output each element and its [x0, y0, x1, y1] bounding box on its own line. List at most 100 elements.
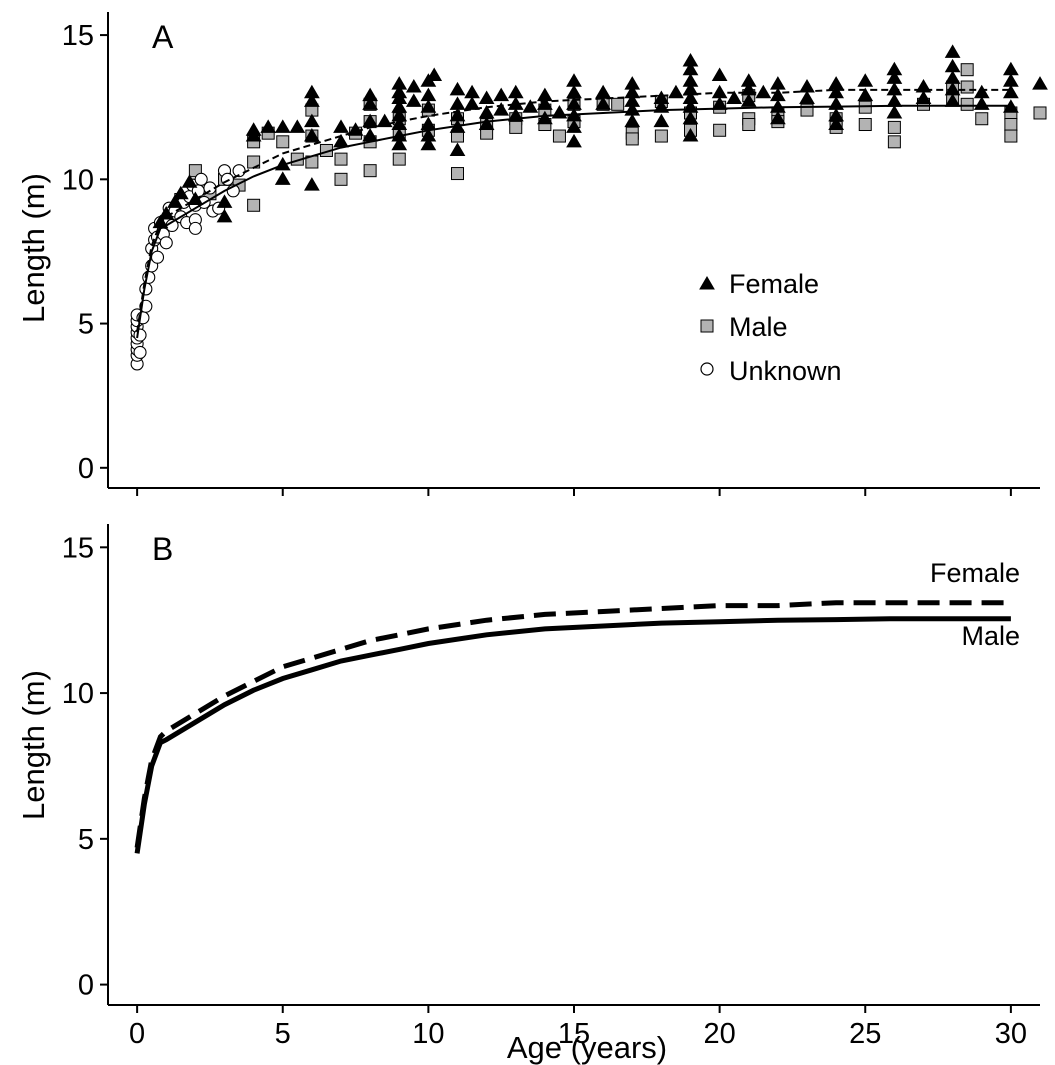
legend-female-label: Female — [729, 269, 819, 299]
unknown-point — [194, 172, 208, 186]
female-point — [167, 194, 183, 208]
female-point — [537, 110, 553, 125]
female-point — [464, 84, 480, 99]
panel-b: 0 5 10 15 0 5 10 15 20 25 30 B Length (m) Female M… — [16, 524, 1040, 1065]
panel-a-letter: A — [152, 19, 174, 55]
female-point — [405, 93, 422, 107]
legend-unknown-marker — [700, 362, 714, 376]
female-point — [405, 79, 422, 93]
female-point — [566, 73, 582, 87]
panel-a-y-tick-label: 5 — [78, 309, 94, 341]
male-point — [451, 167, 464, 181]
female-point — [770, 110, 786, 125]
male-point — [552, 129, 566, 143]
x-axis-title: Age (years) — [507, 1030, 667, 1065]
unknown-point — [232, 164, 246, 178]
male-point — [960, 97, 974, 111]
female-point — [682, 110, 699, 125]
female-point — [1032, 76, 1048, 90]
panel-b-x-tick-label: 30 — [995, 1018, 1027, 1050]
female-point — [449, 142, 466, 156]
female-point — [507, 84, 524, 99]
female-point — [304, 113, 320, 128]
female-point — [274, 171, 291, 185]
female-point — [770, 76, 786, 90]
legend-male-marker — [700, 319, 714, 333]
panel-b-y-axis-title: Length (m) — [16, 670, 51, 820]
female-point — [1003, 84, 1019, 99]
female-point — [181, 174, 198, 188]
female-point — [304, 93, 320, 107]
panel-b-curves — [134, 600, 1011, 854]
panel-a-y-tick-label: 0 — [78, 453, 94, 485]
legend-unknown-label: Unknown — [729, 356, 842, 386]
female-point — [449, 96, 466, 110]
panel-b-axes: 0 5 10 15 0 5 10 15 20 25 30 — [62, 524, 1040, 1050]
female-point — [886, 104, 903, 119]
female-point — [653, 113, 670, 128]
male-point — [625, 132, 639, 146]
male-point — [654, 129, 668, 143]
unknown-point — [133, 328, 147, 342]
male-point — [887, 135, 901, 149]
panel-b-x-tick-label: 15 — [558, 1018, 590, 1050]
unknown-point — [150, 250, 165, 264]
female-point — [426, 67, 443, 81]
panel-b-x-tick-label: 0 — [129, 1018, 145, 1050]
female-point — [886, 93, 903, 107]
female-point — [857, 87, 874, 102]
female-point — [260, 119, 277, 133]
male-point — [960, 63, 974, 77]
female-point — [304, 128, 320, 142]
female-point — [245, 128, 262, 142]
legend: Female Male Unknown — [699, 269, 842, 386]
panel-a-y-tick-label: 15 — [62, 20, 94, 52]
female-point — [493, 87, 510, 102]
female-point — [478, 90, 495, 105]
panel-a-y-tick-label: 10 — [62, 164, 94, 196]
panel-b-x-tick-label: 25 — [849, 1018, 881, 1050]
female-fit-curve-a — [136, 88, 1011, 333]
male-point — [276, 135, 290, 149]
male-point — [247, 198, 261, 212]
female-point — [274, 119, 291, 133]
female-point — [682, 128, 699, 142]
female-point — [522, 99, 539, 113]
male-point — [1004, 118, 1018, 132]
male-point — [887, 120, 901, 134]
female-point — [420, 99, 437, 113]
unknown-point — [159, 236, 173, 250]
female-point — [566, 84, 582, 99]
female-point — [420, 136, 437, 151]
legend-male-label: Male — [729, 312, 788, 342]
female-point — [944, 70, 961, 84]
panel-a-points — [130, 44, 1048, 371]
male-point — [1004, 129, 1018, 143]
unknown-point — [220, 172, 234, 186]
male-point — [509, 120, 523, 134]
male-growth-curve — [134, 616, 1011, 854]
female-point — [449, 81, 466, 96]
male-point — [960, 80, 974, 94]
male-point — [363, 164, 377, 178]
female-point — [857, 73, 874, 87]
female-point — [915, 90, 932, 105]
female-point — [420, 116, 437, 131]
female-point — [799, 90, 815, 105]
panel-b-y-tick-label: 15 — [62, 532, 94, 564]
panel-b-x-tick-label: 10 — [412, 1018, 444, 1050]
female-point — [362, 96, 378, 110]
panel-a-y-axis-title: Length (m) — [16, 173, 51, 323]
female-growth-curve — [134, 600, 1011, 848]
unknown-point — [188, 221, 202, 235]
male-point — [392, 152, 406, 166]
panel-b-y-tick-label: 10 — [62, 678, 94, 710]
male-fit-curve-a — [136, 104, 1011, 339]
curve-label-male: Male — [961, 621, 1020, 651]
female-point — [624, 113, 641, 128]
female-point — [172, 185, 189, 200]
panel-a-fitted-curves — [136, 88, 1011, 339]
female-point — [973, 84, 990, 99]
female-point — [566, 119, 582, 133]
